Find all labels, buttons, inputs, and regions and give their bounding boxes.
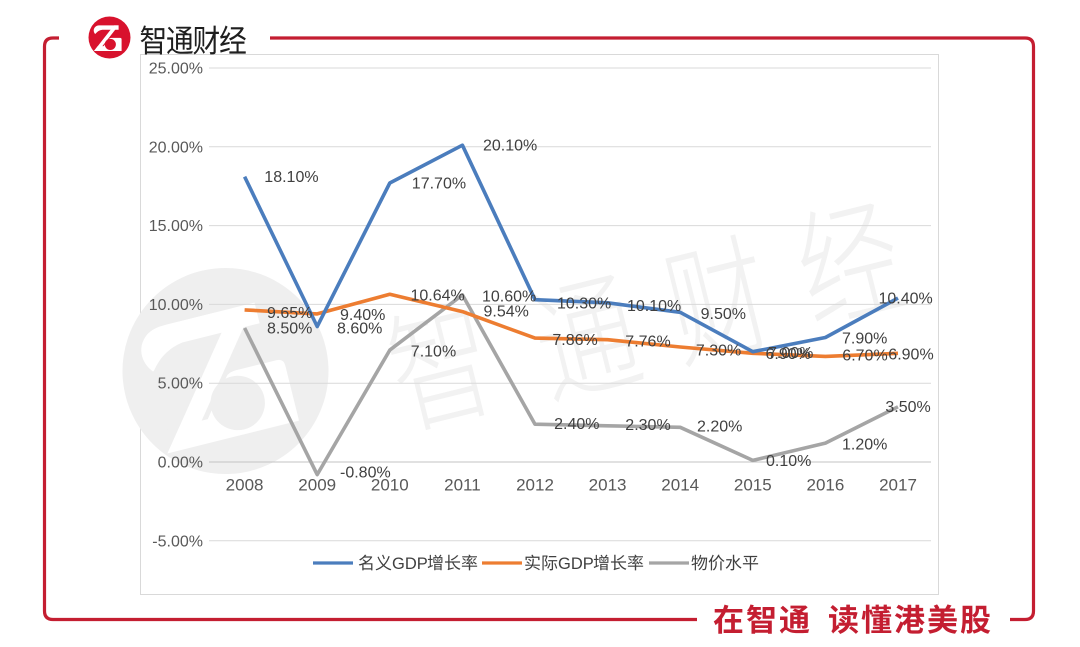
svg-text:2017: 2017 [879,476,917,495]
svg-text:5.00%: 5.00% [158,376,203,393]
svg-text:-0.80%: -0.80% [340,465,391,482]
svg-text:7.86%: 7.86% [552,332,597,349]
svg-text:2.40%: 2.40% [554,416,599,433]
svg-text:9.65%: 9.65% [267,305,312,322]
svg-text:7.30%: 7.30% [696,343,741,360]
svg-text:2013: 2013 [589,476,627,495]
svg-text:20.00%: 20.00% [149,139,203,156]
svg-text:7.00%: 7.00% [768,345,813,362]
svg-text:7.90%: 7.90% [842,330,887,347]
svg-text:8.60%: 8.60% [337,321,382,338]
svg-text:9.50%: 9.50% [701,306,746,323]
svg-text:10.00%: 10.00% [149,297,203,314]
svg-text:2010: 2010 [371,476,409,495]
svg-text:3.50%: 3.50% [885,399,930,416]
svg-text:1.20%: 1.20% [842,437,887,454]
svg-text:7.76%: 7.76% [625,333,670,350]
svg-text:2.30%: 2.30% [625,417,670,434]
svg-text:20.10%: 20.10% [483,138,537,155]
svg-text:7.10%: 7.10% [411,344,456,361]
svg-text:17.70%: 17.70% [412,176,466,193]
svg-text:25.00%: 25.00% [149,61,203,78]
svg-text:9.40%: 9.40% [340,307,385,324]
svg-text:10.40%: 10.40% [879,291,933,308]
svg-text:6.90%: 6.90% [766,346,811,363]
svg-text:GDP: GDP [392,555,428,573]
svg-text:2008: 2008 [226,476,264,495]
svg-text:2.20%: 2.20% [697,419,742,436]
svg-text:6.70%: 6.70% [842,348,887,365]
svg-text:-5.00%: -5.00% [152,533,203,550]
svg-text:2016: 2016 [806,476,844,495]
svg-text:15.00%: 15.00% [149,218,203,235]
svg-text:GDP: GDP [558,555,594,573]
svg-text:2015: 2015 [734,476,772,495]
svg-text:10.64%: 10.64% [411,288,465,305]
svg-text:0.10%: 0.10% [766,453,811,470]
svg-text:2009: 2009 [298,476,336,495]
svg-text:6.90%: 6.90% [888,347,933,364]
svg-text:2011: 2011 [444,476,481,495]
svg-text:10.10%: 10.10% [627,298,681,315]
svg-text:18.10%: 18.10% [264,169,318,186]
svg-text:8.50%: 8.50% [267,321,312,338]
svg-text:10.60%: 10.60% [482,289,536,306]
svg-text:2014: 2014 [661,476,699,495]
svg-text:2012: 2012 [516,476,554,495]
svg-text:10.30%: 10.30% [557,296,611,313]
svg-text:9.54%: 9.54% [484,304,529,321]
svg-text:0.00%: 0.00% [158,455,203,472]
